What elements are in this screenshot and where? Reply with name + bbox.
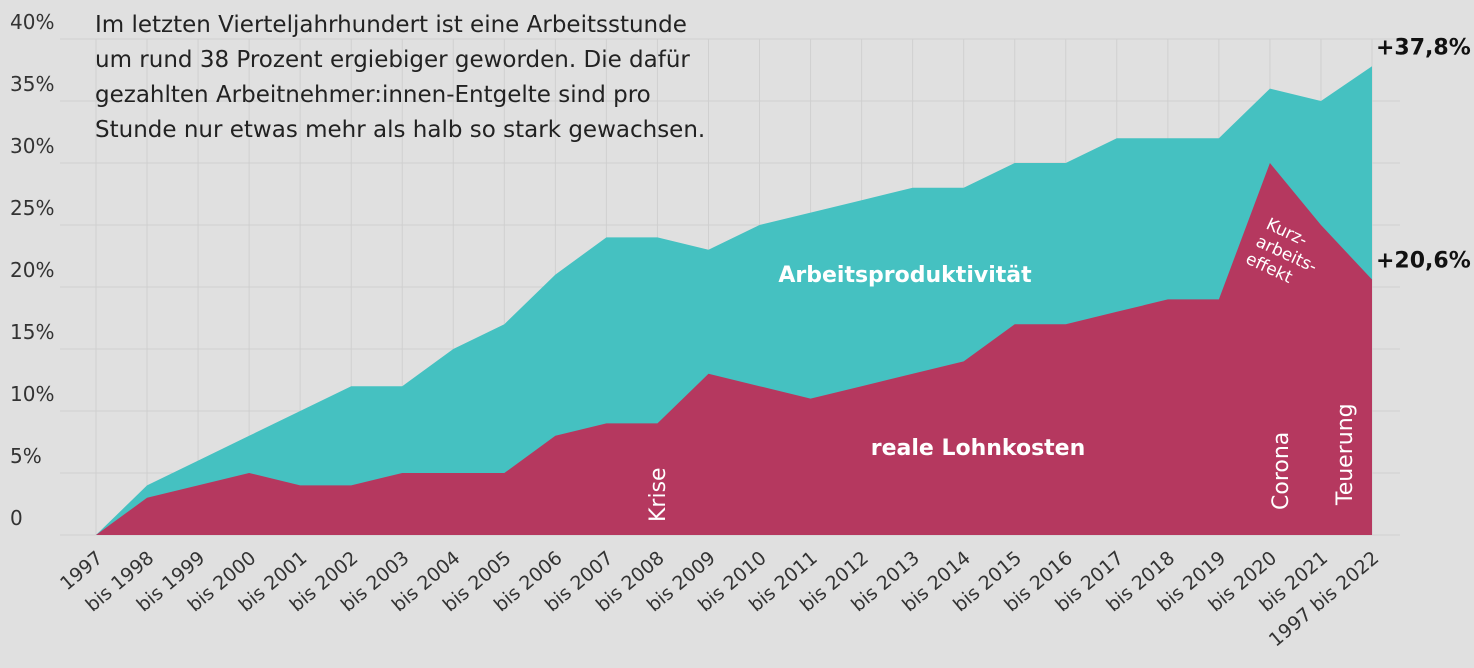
y-tick-label: 5%: [10, 444, 42, 468]
y-tick-label: 30%: [10, 134, 54, 158]
y-tick-label: 10%: [10, 382, 54, 406]
y-tick-label: 35%: [10, 72, 54, 96]
series-label: Arbeitsproduktivität: [778, 263, 1032, 288]
annotation: Krise: [646, 467, 671, 522]
y-tick-label: 25%: [10, 196, 54, 220]
y-tick-label: 15%: [10, 320, 54, 344]
description-line: gezahlten Arbeitnehmer:innen-Entgelte si…: [95, 82, 651, 108]
annotation: Teuerung: [1333, 403, 1358, 506]
description-line: um rund 38 Prozent ergiebiger geworden. …: [95, 47, 690, 73]
y-tick-label: 40%: [10, 10, 54, 34]
description-line: Stunde nur etwas mehr als halb so stark …: [95, 117, 705, 143]
area: [96, 163, 1372, 535]
end-label: +37,8%: [1376, 35, 1471, 60]
y-tick-label: 0: [10, 506, 23, 530]
description-line: Im letzten Vierteljahrhundert ist eine A…: [95, 12, 687, 38]
series-label: reale Lohnkosten: [871, 436, 1086, 461]
y-tick-label: 20%: [10, 258, 54, 282]
annotation: Corona: [1269, 432, 1294, 510]
end-label: +20,6%: [1376, 249, 1471, 274]
